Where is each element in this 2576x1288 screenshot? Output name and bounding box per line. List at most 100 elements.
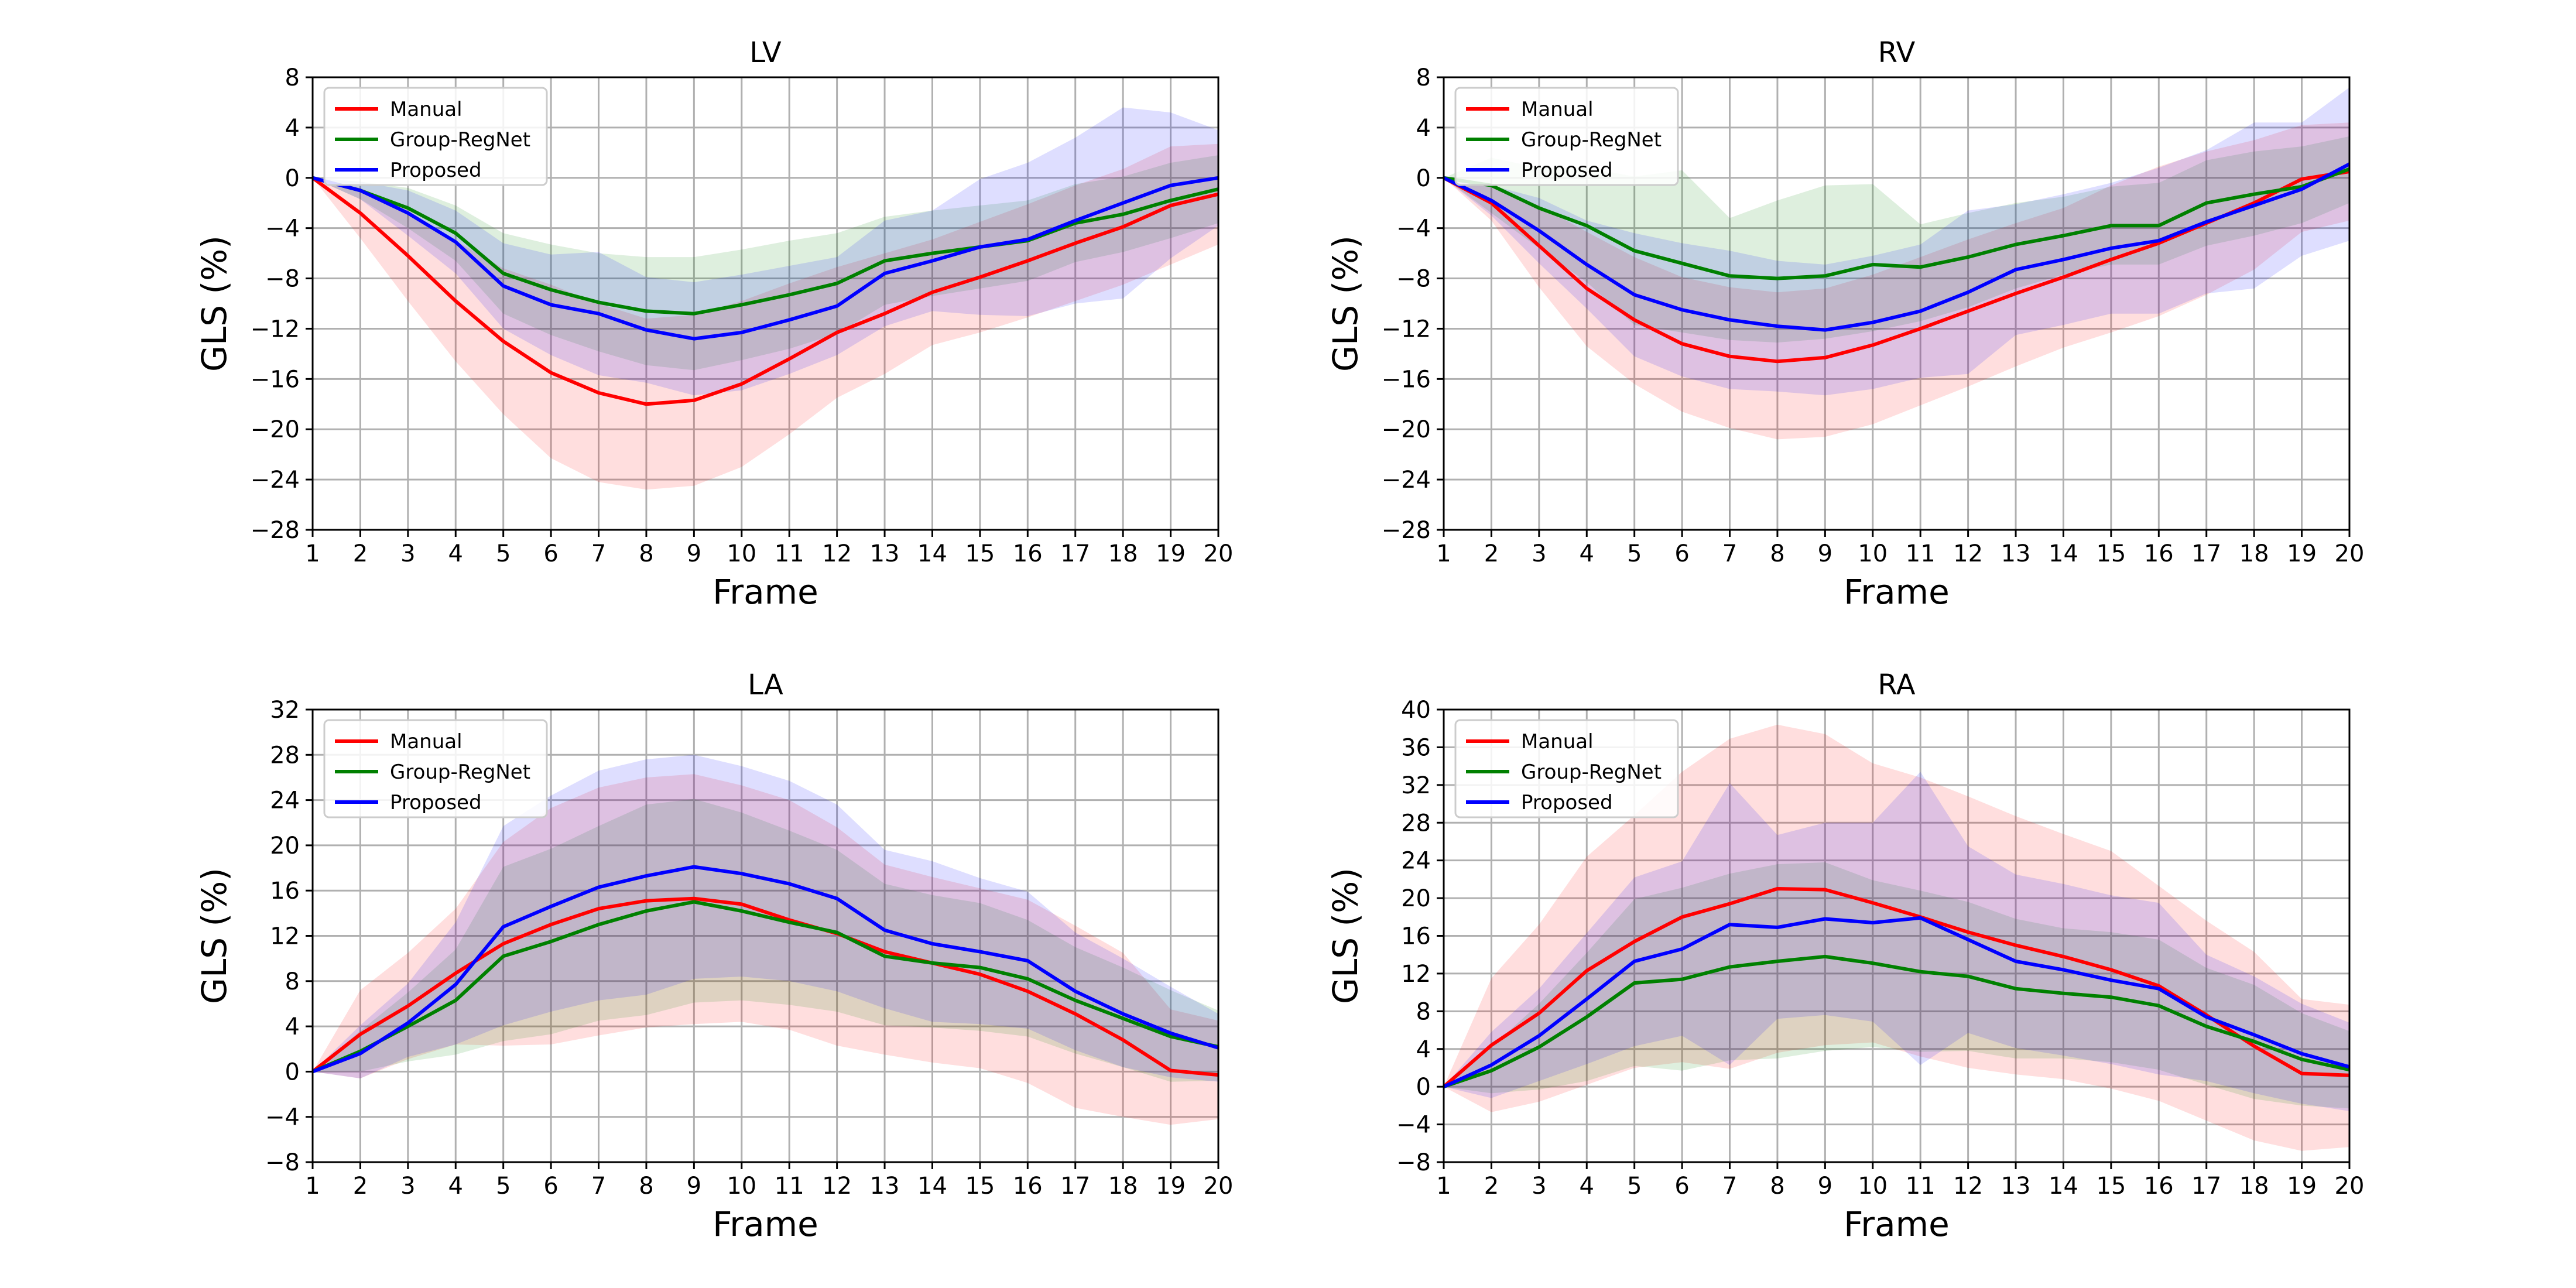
x-tick-label: 6 (543, 1173, 558, 1200)
x-tick-label: 14 (917, 1173, 947, 1200)
y-tick-label: 36 (1401, 734, 1431, 761)
y-tick-label: 24 (270, 787, 300, 814)
y-tick-label: 32 (270, 697, 300, 724)
x-tick-label: 8 (1770, 540, 1784, 567)
y-tick-label: 8 (285, 968, 300, 995)
x-tick-label: 17 (1060, 1173, 1090, 1200)
y-tick-label: 16 (1401, 923, 1431, 950)
plot-frame (1443, 76, 2351, 531)
x-tick-label: 20 (2335, 1173, 2365, 1200)
x-tick-label: 5 (496, 540, 511, 567)
x-tick-label: 10 (727, 1173, 756, 1200)
y-tick-label: −24 (1382, 467, 1431, 494)
legend: Manual Group-RegNet Proposed (323, 87, 548, 186)
band-proposed (313, 107, 1218, 396)
legend-label: Manual (1521, 730, 1594, 753)
legend: Manual Group-RegNet Proposed (323, 719, 548, 818)
x-tick-label: 16 (1013, 540, 1043, 567)
x-tick-label: 9 (687, 1173, 701, 1200)
x-axis-label: Frame (712, 1204, 818, 1244)
band-manual (1444, 122, 2349, 440)
y-tick-label: 20 (270, 833, 300, 859)
x-tick-label: 1 (305, 1173, 320, 1200)
plot-frame (311, 76, 1220, 531)
line-group-regnet (311, 900, 1219, 1074)
x-tick-label: 12 (1953, 1173, 1983, 1200)
x-tick-label: 6 (1674, 540, 1689, 567)
x-tick-label: 8 (639, 1173, 653, 1200)
x-tick-label: 7 (591, 540, 606, 567)
chart-1: 1 2 3 4 5 6 7 8 9 10 11 12 13 14 15 16 17 18 19 20−28−24−20… (1325, 36, 2364, 612)
y-tick-label: −4 (1396, 215, 1431, 242)
x-tick-label: 20 (1204, 540, 1234, 567)
legend: Manual Group-RegNet Proposed (1454, 87, 1679, 186)
x-tick-label: 14 (917, 540, 947, 567)
y-tick-label: −20 (1382, 416, 1431, 443)
x-tick-label: 8 (1770, 1173, 1784, 1200)
band-manual (1444, 724, 2349, 1151)
y-tick-label: 4 (285, 115, 300, 142)
chart-0: 1 2 3 4 5 6 7 8 9 10 11 12 13 14 15 16 17 18 19 20−28−24−20… (194, 36, 1233, 612)
x-tick-label: 17 (1060, 540, 1090, 567)
y-tick-label: 8 (285, 64, 300, 91)
chart-title: RV (1878, 36, 1916, 69)
y-tick-label: 8 (1416, 64, 1431, 91)
x-tick-label: 4 (448, 1173, 463, 1200)
x-tick-label: 12 (822, 540, 852, 567)
y-tick-label: 0 (285, 165, 300, 192)
legend-label: Group-RegNet (1521, 128, 1662, 152)
x-tick-label: 7 (591, 1173, 606, 1200)
band-manual (313, 143, 1218, 490)
x-tick-label: 12 (1953, 540, 1983, 567)
y-tick-label: 4 (285, 1013, 300, 1040)
y-tick-label: −16 (251, 366, 300, 393)
x-tick-label: 11 (775, 540, 804, 567)
x-tick-label: 2 (353, 540, 368, 567)
y-tick-label: 40 (1401, 697, 1431, 724)
y-tick-label: −8 (1396, 1149, 1431, 1176)
band-proposed (1444, 772, 2349, 1111)
y-tick-label: −8 (265, 266, 300, 293)
legend-label: Proposed (390, 159, 482, 182)
x-tick-label: 4 (448, 540, 463, 567)
x-tick-label: 9 (1818, 1173, 1832, 1200)
x-axis-label: Frame (1844, 1204, 1950, 1244)
x-tick-label: 9 (1818, 540, 1832, 567)
x-tick-label: 18 (2239, 540, 2269, 567)
x-tick-label: 18 (2239, 1173, 2269, 1200)
x-tick-label: 6 (1674, 1173, 1689, 1200)
x-tick-label: 19 (1156, 540, 1186, 567)
x-tick-label: 14 (2049, 540, 2078, 567)
x-axis-label: Frame (712, 572, 818, 612)
chart-2: 1 2 3 4 5 6 7 8 9 10 11 12 13 14 15 16 17 18 19 20−8−404812… (194, 669, 1233, 1244)
legend-label: Manual (390, 730, 463, 753)
band-manual (313, 774, 1218, 1125)
x-tick-label: 1 (305, 540, 320, 567)
x-tick-label: 13 (870, 1173, 900, 1200)
legend-box (1454, 87, 1679, 186)
legend-label: Manual (1521, 98, 1594, 121)
y-axis-label: GLS (%) (194, 235, 234, 372)
legend-label: Proposed (1521, 159, 1613, 182)
legend-label: Proposed (1521, 791, 1613, 814)
x-tick-label: 17 (2191, 1173, 2221, 1200)
x-tick-label: 3 (1532, 540, 1546, 567)
y-tick-label: 4 (1416, 1036, 1431, 1063)
x-tick-label: 6 (543, 540, 558, 567)
chart-title: LV (749, 36, 781, 69)
chart-title: RA (1878, 669, 1915, 701)
x-tick-label: 5 (496, 1173, 511, 1200)
y-tick-label: 28 (1401, 810, 1431, 837)
y-tick-label: 20 (1401, 885, 1431, 912)
x-tick-label: 2 (1484, 1173, 1499, 1200)
y-tick-label: −12 (251, 316, 300, 342)
y-tick-label: 12 (270, 923, 300, 950)
y-axis-label: GLS (%) (1325, 868, 1365, 1004)
y-tick-label: 0 (1416, 1074, 1431, 1101)
y-tick-label: 0 (1416, 165, 1431, 192)
x-tick-label: 12 (822, 1173, 852, 1200)
x-tick-label: 2 (1484, 540, 1499, 567)
x-tick-label: 14 (2049, 1173, 2078, 1200)
band-group-regnet (313, 155, 1218, 371)
